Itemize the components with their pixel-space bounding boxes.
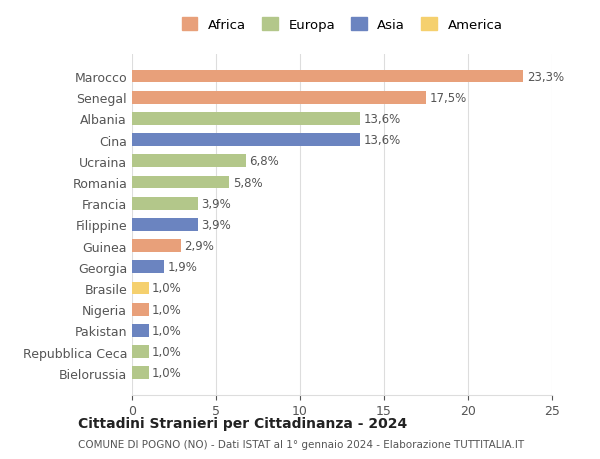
Legend: Africa, Europa, Asia, America: Africa, Europa, Asia, America [182, 17, 502, 32]
Text: 13,6%: 13,6% [364, 112, 401, 126]
Bar [132, 176, 229, 189]
Bar [132, 240, 181, 252]
Bar [132, 303, 149, 316]
Text: 3,9%: 3,9% [201, 197, 230, 210]
Text: 2,9%: 2,9% [184, 240, 214, 252]
Text: COMUNE DI POGNO (NO) - Dati ISTAT al 1° gennaio 2024 - Elaborazione TUTTITALIA.I: COMUNE DI POGNO (NO) - Dati ISTAT al 1° … [78, 440, 524, 449]
Text: 13,6%: 13,6% [364, 134, 401, 147]
Text: 1,0%: 1,0% [152, 366, 182, 380]
Bar [132, 367, 149, 379]
Bar [132, 113, 361, 125]
Bar [132, 282, 149, 295]
Bar [132, 155, 246, 168]
Text: 3,9%: 3,9% [201, 218, 230, 231]
Bar [132, 197, 197, 210]
Bar [132, 261, 164, 274]
Bar [132, 325, 149, 337]
Text: 6,8%: 6,8% [250, 155, 280, 168]
Text: Cittadini Stranieri per Cittadinanza - 2024: Cittadini Stranieri per Cittadinanza - 2… [78, 416, 407, 430]
Text: 5,8%: 5,8% [233, 176, 262, 189]
Text: 23,3%: 23,3% [527, 70, 564, 84]
Bar [132, 346, 149, 358]
Text: 1,0%: 1,0% [152, 303, 182, 316]
Text: 1,9%: 1,9% [167, 261, 197, 274]
Bar [132, 218, 197, 231]
Text: 1,0%: 1,0% [152, 282, 182, 295]
Bar [132, 92, 426, 104]
Text: 17,5%: 17,5% [430, 91, 467, 105]
Bar [132, 134, 361, 147]
Bar [132, 71, 523, 83]
Text: 1,0%: 1,0% [152, 324, 182, 337]
Text: 1,0%: 1,0% [152, 345, 182, 358]
